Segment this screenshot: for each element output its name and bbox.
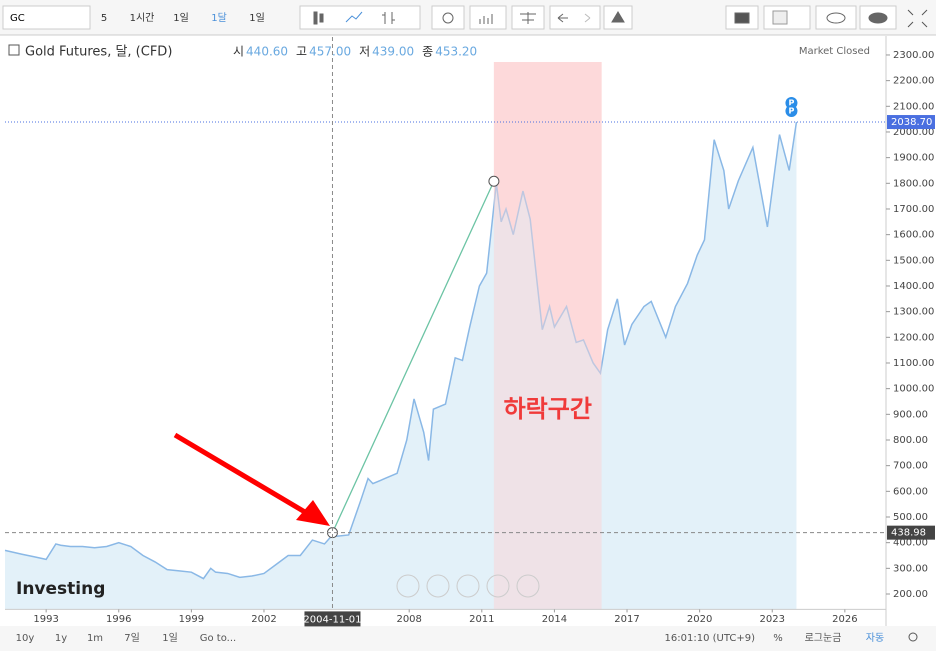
- y-tick-label: 2300.00: [893, 50, 934, 61]
- crosshair-y-box: [887, 525, 935, 540]
- ohlc-value: 439.00: [372, 45, 414, 59]
- x-tick-label: 1999: [179, 614, 204, 625]
- event-marker-label: P: [789, 107, 795, 116]
- last-price-box: [887, 115, 935, 130]
- range-button[interactable]: 1y: [55, 633, 67, 644]
- range-button[interactable]: 7일: [124, 632, 140, 644]
- ohlc-label: 저: [359, 45, 370, 59]
- scale-option[interactable]: 자동: [866, 632, 884, 644]
- ohlc-value: 453.20: [435, 45, 477, 59]
- ohlc-label: 고: [296, 45, 307, 59]
- symbol[interactable]: GC: [10, 13, 25, 24]
- bottom-bar: [0, 626, 936, 651]
- x-tick-label: 2008: [396, 614, 421, 625]
- arrow: [173, 432, 317, 521]
- y-tick-label: 200.00: [893, 589, 928, 600]
- range-button[interactable]: 10y: [16, 633, 35, 644]
- ohlc-label: 시: [233, 45, 244, 59]
- x-tick-label: 2011: [469, 614, 494, 625]
- symbol-box[interactable]: [2, 5, 91, 30]
- legend-title: Gold Futures, 달, (CFD): [25, 45, 172, 60]
- x-tick-label: 2017: [614, 614, 639, 625]
- price-area: [5, 122, 797, 610]
- y-tick-label: 300.00: [893, 563, 928, 574]
- crosshair-y-label: 438.98: [891, 528, 926, 539]
- crosshair-x-box: [304, 611, 361, 627]
- range-button[interactable]: 1일: [162, 632, 178, 644]
- y-tick-label: 1400.00: [893, 281, 934, 292]
- last-price-label: 2038.70: [891, 117, 932, 128]
- y-tick-label: 700.00: [893, 461, 928, 472]
- clock: 16:01:10 (UTC+9): [665, 633, 756, 644]
- crosshair-x-label: 2004-11-01: [303, 614, 361, 625]
- x-tick-label: 1993: [33, 614, 58, 625]
- x-tick-label: 1996: [106, 614, 131, 625]
- y-tick-label: 1500.00: [893, 255, 934, 266]
- shaded-overlay: [493, 62, 602, 610]
- y-tick-label: 1900.00: [893, 153, 934, 164]
- event-marker-label: P: [789, 99, 795, 108]
- settings-icon[interactable]: [908, 632, 918, 642]
- x-tick-label: 2026: [832, 614, 857, 625]
- event-marker[interactable]: [785, 105, 798, 117]
- timeframe-button[interactable]: 1달: [211, 12, 227, 24]
- scale-option[interactable]: %: [773, 633, 783, 644]
- ohlc-label: 종: [422, 45, 433, 59]
- toolbar-icons: [299, 5, 928, 30]
- y-tick-label: 2200.00: [893, 76, 934, 87]
- y-tick-label: 900.00: [893, 409, 928, 420]
- y-tick-label: 2100.00: [893, 101, 934, 112]
- collapse-icon[interactable]: [8, 44, 20, 56]
- trend-anchor: [488, 175, 500, 187]
- y-tick-label: 1000.00: [893, 384, 934, 395]
- ohlc-value: 457.00: [309, 45, 351, 59]
- timeframe-button[interactable]: 1일: [249, 12, 265, 24]
- range-button[interactable]: Go to...: [200, 633, 236, 644]
- y-tick-label: 1100.00: [893, 358, 934, 369]
- range-button[interactable]: 1m: [87, 633, 103, 644]
- market-status: Market Closed: [799, 46, 870, 57]
- timeframe-button[interactable]: 1일: [173, 12, 189, 24]
- y-tick-label: 600.00: [893, 486, 928, 497]
- price-line: [4, 121, 798, 580]
- range-label: 하락구간: [504, 395, 592, 423]
- x-tick-label: 2002: [251, 614, 276, 625]
- y-tick-label: 500.00: [893, 512, 928, 523]
- arrow-head: [296, 500, 330, 526]
- y-tick-label: 400.00: [893, 538, 928, 549]
- x-tick-label: 2020: [687, 614, 712, 625]
- y-tick-label: 1800.00: [893, 178, 934, 189]
- x-tick-label: 2023: [760, 614, 785, 625]
- y-tick-label: 1600.00: [893, 230, 934, 241]
- ohlc-value: 440.60: [246, 45, 288, 59]
- timeframe-button[interactable]: 5: [101, 13, 107, 24]
- y-tick-label: 800.00: [893, 435, 928, 446]
- logo: Investing: [16, 579, 105, 599]
- x-tick-label: 2014: [542, 614, 567, 625]
- timeframe-button[interactable]: 1시간: [130, 12, 155, 24]
- trend-line: [331, 180, 495, 533]
- y-tick-label: 2000.00: [893, 127, 934, 138]
- y-tick-label: 1200.00: [893, 332, 934, 343]
- scale-option[interactable]: 로그눈금: [805, 632, 842, 644]
- y-tick-label: 1700.00: [893, 204, 934, 215]
- y-tick-label: 1300.00: [893, 307, 934, 318]
- nav-buttons[interactable]: [396, 574, 540, 598]
